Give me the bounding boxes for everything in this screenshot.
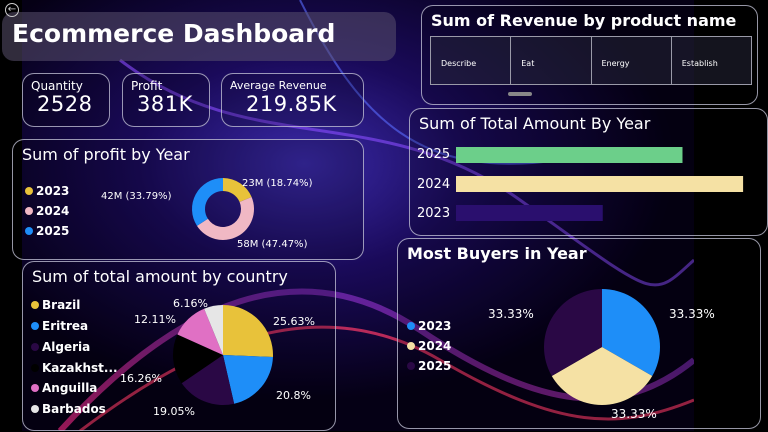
legend-item-brazil[interactable]: Brazil <box>31 298 80 312</box>
legend-label: 2023 <box>36 184 70 198</box>
column-header[interactable]: Energy <box>592 37 672 84</box>
legend-swatch <box>25 227 33 235</box>
quantity-card: Quantity 2528 <box>22 73 110 127</box>
legend-label: Algeria <box>42 340 91 354</box>
slice-label-2025: 33.33% <box>488 307 534 321</box>
slice-label-barbados: 6.16% <box>173 297 208 310</box>
most-buyers-title: Most Buyers in Year <box>407 244 587 263</box>
total-amount-bar-chart[interactable] <box>410 109 768 237</box>
legend-label: Barbados <box>42 402 106 416</box>
average-revenue-card: Average Revenue 219.85K <box>221 73 364 127</box>
average-revenue-value: 219.85K <box>246 92 337 116</box>
bar-category-label: 2025 <box>417 147 451 162</box>
legend-label: Kazakhst... <box>42 361 118 375</box>
legend-label: Eritrea <box>42 319 89 333</box>
legend-swatch <box>31 322 39 330</box>
profit-label: Profit <box>131 79 163 93</box>
slice-label-2023: 33.33% <box>669 307 715 321</box>
bar-category-label: 2023 <box>417 206 451 221</box>
pie-slice-eritrea[interactable] <box>223 355 273 404</box>
legend-label: 2025 <box>36 224 70 238</box>
quantity-value: 2528 <box>37 92 93 116</box>
pie-slice-kazakhst-[interactable] <box>172 334 223 384</box>
profit-by-year-title: Sum of profit by Year <box>22 145 190 164</box>
pie-slice-2023[interactable] <box>223 178 252 203</box>
legend-label: 2024 <box>418 339 452 353</box>
bar-2024[interactable] <box>456 176 744 192</box>
legend-swatch <box>31 364 39 372</box>
slice-label-eritrea: 20.8% <box>276 389 311 402</box>
amount-by-country-title: Sum of total amount by country <box>32 267 288 286</box>
legend-swatch <box>31 384 39 392</box>
pie-slice-anguilla[interactable] <box>177 308 223 355</box>
slice-label-2024: 33.33% <box>611 407 657 421</box>
legend-item-barbados[interactable]: Barbados <box>31 402 106 416</box>
column-header[interactable]: Describe <box>431 37 512 84</box>
pie-slice-2024[interactable] <box>196 197 254 240</box>
slice-label-kazakhstan: 16.26% <box>120 372 162 385</box>
legend-swatch <box>407 362 415 370</box>
quantity-label: Quantity <box>31 79 83 93</box>
legend-item-anguilla[interactable]: Anguilla <box>31 381 97 395</box>
legend-swatch <box>25 187 33 195</box>
pie-slice-2025[interactable] <box>192 178 223 226</box>
legend-swatch <box>407 342 415 350</box>
legend-item-2024[interactable]: 2024 <box>25 204 69 218</box>
column-header[interactable]: Eat <box>511 37 592 84</box>
legend-swatch <box>31 343 39 351</box>
title-banner: Ecommerce Dashboard <box>2 12 396 61</box>
profit-card: Profit 381K <box>122 73 210 127</box>
average-revenue-label: Average Revenue <box>230 79 327 92</box>
pie-slice-brazil[interactable] <box>223 305 273 357</box>
legend-item-2025[interactable]: 2025 <box>407 359 451 373</box>
most-buyers-panel: Most Buyers in Year 2023 2024 2025 33.33… <box>397 238 761 429</box>
legend-item-eritrea[interactable]: Eritrea <box>31 319 88 333</box>
total-amount-by-year-panel: Sum of Total Amount By Year 2025 2024 20… <box>409 108 768 236</box>
back-arrow-icon[interactable]: ← <box>5 3 19 17</box>
profit-donut-chart[interactable]: 23M (18.74%) 58M (47.47%) 42M (33.79%) <box>13 140 363 260</box>
pie-slice-algeria[interactable] <box>181 355 235 405</box>
country-pie-chart[interactable]: 25.63% 20.8% 19.05% 16.26% 12.11% 6.16% <box>23 262 337 432</box>
pie-slice-barbados[interactable] <box>204 305 223 355</box>
slice-label-2024: 58M (47.47%) <box>237 239 308 250</box>
legend-label: Brazil <box>42 298 81 312</box>
legend-label: Anguilla <box>42 381 98 395</box>
page-title: Ecommerce Dashboard <box>12 19 336 48</box>
product-table: Describe Eat Energy Establish <box>430 36 752 85</box>
amount-by-country-panel: Sum of total amount by country Brazil Er… <box>22 261 336 431</box>
pie-slice-2024[interactable] <box>551 347 653 405</box>
legend-swatch <box>25 207 33 215</box>
horizontal-scrollbar[interactable] <box>508 92 532 96</box>
legend-label: 2023 <box>418 319 452 333</box>
pie-slice-2023[interactable] <box>602 289 660 376</box>
slice-label-2025: 42M (33.79%) <box>101 191 172 202</box>
profit-by-year-panel: Sum of profit by Year 2023 2024 2025 23M… <box>12 139 364 260</box>
bar-2023[interactable] <box>456 205 603 221</box>
slice-label-anguilla: 12.11% <box>134 313 176 326</box>
legend-swatch <box>407 322 415 330</box>
bar-2025[interactable] <box>456 147 683 163</box>
pie-slice-2025[interactable] <box>544 289 602 376</box>
legend-item-kazakhstan[interactable]: Kazakhst... <box>31 361 118 375</box>
legend-item-2023[interactable]: 2023 <box>407 319 451 333</box>
column-header[interactable]: Establish <box>681 59 718 68</box>
legend-swatch <box>31 301 39 309</box>
legend-item-2023[interactable]: 2023 <box>25 184 69 198</box>
legend-item-2025[interactable]: 2025 <box>25 224 69 238</box>
total-amount-by-year-title: Sum of Total Amount By Year <box>419 114 651 133</box>
legend-label: 2025 <box>418 359 452 373</box>
profit-value: 381K <box>137 92 193 116</box>
legend-item-2024[interactable]: 2024 <box>407 339 451 353</box>
legend-item-algeria[interactable]: Algeria <box>31 340 90 354</box>
revenue-by-product-panel: Sum of Revenue by product name Describe … <box>421 5 758 105</box>
bar-category-label: 2024 <box>417 177 451 192</box>
revenue-by-product-title: Sum of Revenue by product name <box>431 11 737 30</box>
slice-label-brazil: 25.63% <box>273 315 315 328</box>
slice-label-2023: 23M (18.74%) <box>242 178 313 189</box>
slice-label-algeria: 19.05% <box>153 405 195 418</box>
legend-swatch <box>31 405 39 413</box>
buyers-pie-chart[interactable]: 33.33% 33.33% 33.33% <box>398 239 762 430</box>
legend-label: 2024 <box>36 204 70 218</box>
